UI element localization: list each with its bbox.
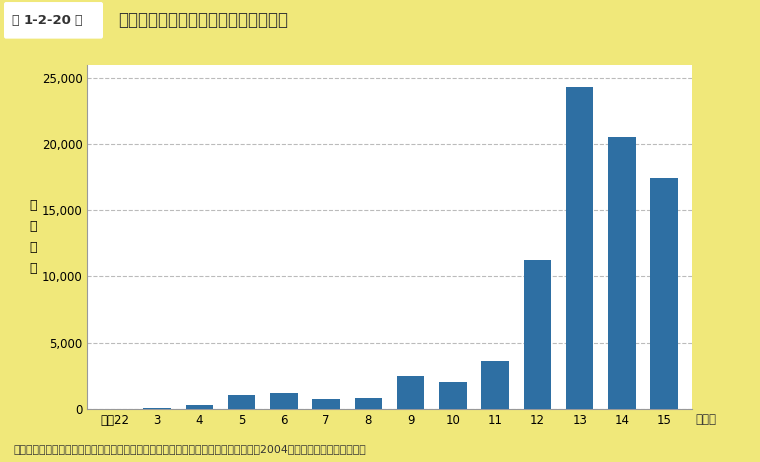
Text: コンピュータウイルス届出件数の推移: コンピュータウイルス届出件数の推移 (118, 12, 288, 29)
Text: 資料：独立行政法人情報処理推進機構「コンピュータウィルスの届出状況について（2004年の届出状況（詳細））」: 資料：独立行政法人情報処理推進機構「コンピュータウィルスの届出状況について（20… (14, 444, 366, 454)
Bar (185, 405, 213, 409)
Bar (566, 87, 594, 409)
Bar (270, 393, 298, 409)
Text: 1-2-20: 1-2-20 (24, 14, 72, 27)
Text: （年）: （年） (695, 413, 717, 426)
Bar (228, 395, 255, 409)
Bar (524, 260, 551, 409)
Text: 届
出
件
数: 届 出 件 数 (30, 199, 36, 275)
Bar (439, 382, 467, 409)
Bar (355, 398, 382, 409)
Bar (481, 361, 509, 409)
Bar (397, 376, 424, 409)
FancyBboxPatch shape (4, 2, 103, 39)
Bar (312, 399, 340, 409)
Bar (651, 177, 678, 409)
Text: 第: 第 (11, 14, 18, 27)
Text: 図: 図 (74, 14, 81, 27)
Bar (144, 407, 171, 409)
Bar (608, 137, 635, 409)
